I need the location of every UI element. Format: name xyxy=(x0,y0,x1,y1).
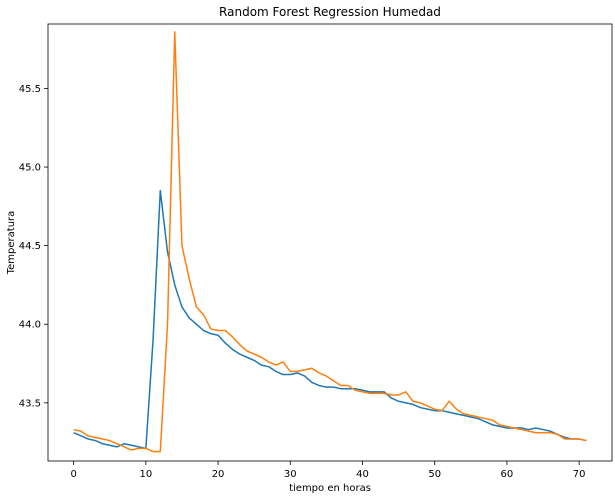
x-axis: 0 10 20 30 40 50 60 70 xyxy=(70,461,586,480)
y-axis: 43.5 44.0 44.5 45.0 45.5 xyxy=(19,84,48,409)
y-tick-label: 44.5 xyxy=(19,241,41,252)
series-line-2 xyxy=(73,31,587,453)
x-tick-label: 50 xyxy=(428,469,441,480)
series-layer xyxy=(73,31,587,453)
chart-title: Random Forest Regression Humedad xyxy=(219,5,441,19)
x-tick-label: 60 xyxy=(501,469,514,480)
y-tick-label: 44.0 xyxy=(19,320,41,331)
plot-area xyxy=(47,23,613,462)
x-tick-label: 70 xyxy=(573,469,586,480)
x-tick-label: 10 xyxy=(139,469,152,480)
y-axis-label: Temperatura xyxy=(6,211,17,276)
plot-border xyxy=(47,23,613,462)
x-tick-label: 30 xyxy=(284,469,297,480)
x-tick-label: 20 xyxy=(212,469,225,480)
y-tick-label: 43.5 xyxy=(19,398,41,409)
series-line-1 xyxy=(73,189,587,450)
x-tick-label: 0 xyxy=(70,469,76,480)
x-axis-label: tiempo en horas xyxy=(289,483,371,494)
x-tick-label: 40 xyxy=(356,469,369,480)
y-tick-label: 45.5 xyxy=(19,84,41,95)
y-tick-label: 45.0 xyxy=(19,163,41,174)
